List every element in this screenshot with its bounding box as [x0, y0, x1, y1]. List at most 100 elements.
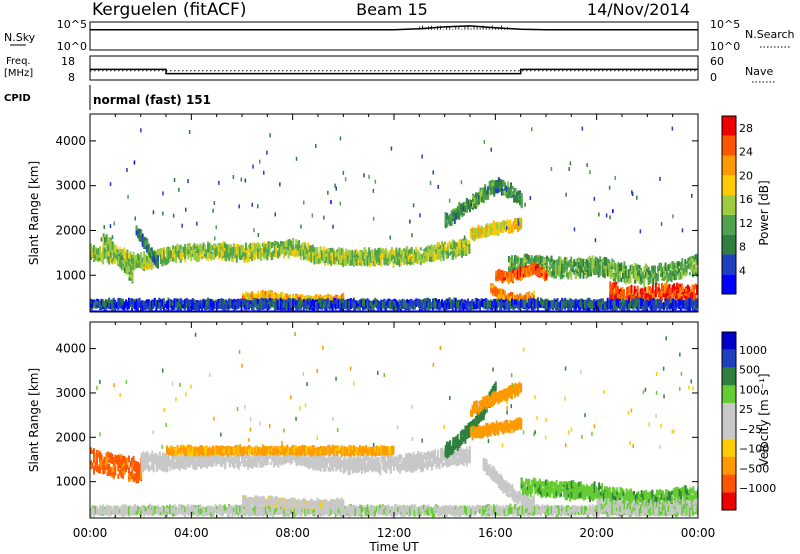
heatmap-cell — [588, 271, 591, 277]
heatmap-cell — [676, 290, 679, 299]
heatmap-cell — [292, 249, 295, 256]
heatmap-cell — [546, 255, 548, 263]
heatmap-cell — [429, 299, 431, 307]
heatmap-cell — [416, 251, 419, 257]
heatmap-cell — [678, 272, 681, 279]
heatmap-cell — [500, 296, 503, 300]
heatmap-cell — [190, 253, 193, 261]
heatmap-cell — [503, 295, 506, 304]
heatmap-cell — [673, 275, 676, 281]
heatmap-cell — [494, 286, 497, 295]
heatmap-cell — [445, 250, 448, 256]
heatmap-cell — [164, 301, 167, 306]
heatmap-cell — [159, 299, 162, 304]
nsky-panel-frame — [89, 21, 699, 51]
heatmap-cell — [343, 255, 346, 259]
heatmap-cell — [243, 254, 246, 263]
heatmap-cell — [577, 268, 580, 273]
heatmap-cell — [605, 266, 608, 276]
heatmap-cell — [532, 258, 535, 263]
heatmap-cell — [491, 229, 494, 235]
heatmap-cell — [213, 245, 216, 249]
heatmap-cell — [146, 302, 149, 309]
heatmap-cell — [552, 259, 555, 268]
heatmap-cell — [328, 249, 331, 255]
heatmap-cell — [587, 260, 589, 269]
heatmap-cell — [409, 301, 412, 307]
heatmap-cell — [260, 249, 263, 254]
heatmap-cell — [114, 302, 117, 309]
heatmap-cell — [419, 254, 422, 262]
heatmap-cell — [144, 262, 147, 268]
heatmap-cell — [623, 266, 626, 274]
heatmap-cell — [435, 301, 437, 305]
heatmap-cell — [465, 248, 468, 255]
heatmap-cell — [581, 258, 583, 268]
heatmap-cell — [96, 249, 99, 255]
heatmap-cell — [473, 301, 475, 308]
heatmap-cell — [696, 284, 698, 291]
heatmap-cell — [360, 260, 363, 267]
heatmap-cell — [571, 265, 574, 269]
heatmap-cell — [497, 289, 500, 294]
heatmap-cell — [463, 237, 466, 246]
heatmap-cell — [518, 257, 521, 263]
heatmap-cell — [375, 304, 378, 309]
heatmap-cell — [93, 302, 95, 308]
heatmap-cell — [313, 302, 316, 311]
heatmap-cell — [573, 260, 576, 268]
heatmap-cell — [687, 259, 690, 264]
heatmap-cell — [191, 300, 194, 308]
heatmap-cell — [368, 253, 371, 262]
heatmap-cell — [660, 262, 662, 268]
heatmap-cell — [625, 265, 627, 269]
heatmap-cell — [184, 298, 187, 307]
heatmap-cell — [450, 251, 453, 255]
heatmap-cell — [657, 276, 659, 282]
heatmap-cell — [654, 283, 657, 292]
heatmap-cell — [275, 293, 278, 297]
heatmap-cell — [501, 274, 504, 284]
heatmap-cell — [447, 249, 450, 259]
heatmap-cell — [553, 260, 556, 266]
heatmap-cell — [237, 300, 240, 305]
heatmap-cell — [685, 272, 688, 276]
heatmap-cell — [302, 241, 305, 250]
heatmap-cell — [184, 250, 187, 257]
heatmap-cell — [523, 254, 526, 264]
heatmap-cell — [571, 268, 574, 272]
heatmap-cell — [495, 276, 498, 281]
heatmap-cell — [146, 261, 149, 269]
heatmap-cell — [196, 255, 199, 260]
heatmap-cell — [222, 303, 225, 310]
heatmap-cell — [564, 264, 567, 271]
heatmap-cell — [178, 252, 181, 260]
heatmap-cell — [243, 248, 246, 256]
heatmap-cell — [387, 259, 390, 265]
heatmap-cell — [141, 257, 144, 263]
heatmap-cell — [637, 264, 640, 273]
heatmap-cell — [246, 250, 249, 255]
heatmap-cell — [558, 269, 561, 276]
heatmap-cell — [90, 303, 92, 307]
heatmap-cell — [108, 304, 111, 308]
heatmap-cell — [398, 247, 401, 257]
heatmap-cell — [196, 246, 199, 254]
heatmap-cell — [363, 298, 366, 306]
heatmap-cell — [603, 256, 606, 266]
heatmap-cell — [394, 249, 396, 256]
heatmap-cell — [315, 301, 317, 306]
heatmap-cell — [424, 299, 427, 306]
heatmap-cell — [591, 262, 594, 270]
heatmap-cell — [511, 255, 513, 264]
heatmap-cell — [445, 251, 448, 260]
heatmap-cell — [664, 271, 667, 276]
heatmap-cell — [422, 250, 425, 254]
heatmap-cell — [389, 254, 392, 262]
heatmap-cell — [365, 252, 368, 261]
heatmap-cell — [665, 289, 668, 299]
heatmap-cell — [644, 291, 647, 300]
heatmap-cell — [468, 240, 471, 245]
heatmap-cell — [191, 251, 194, 257]
heatmap-cell — [582, 259, 585, 267]
